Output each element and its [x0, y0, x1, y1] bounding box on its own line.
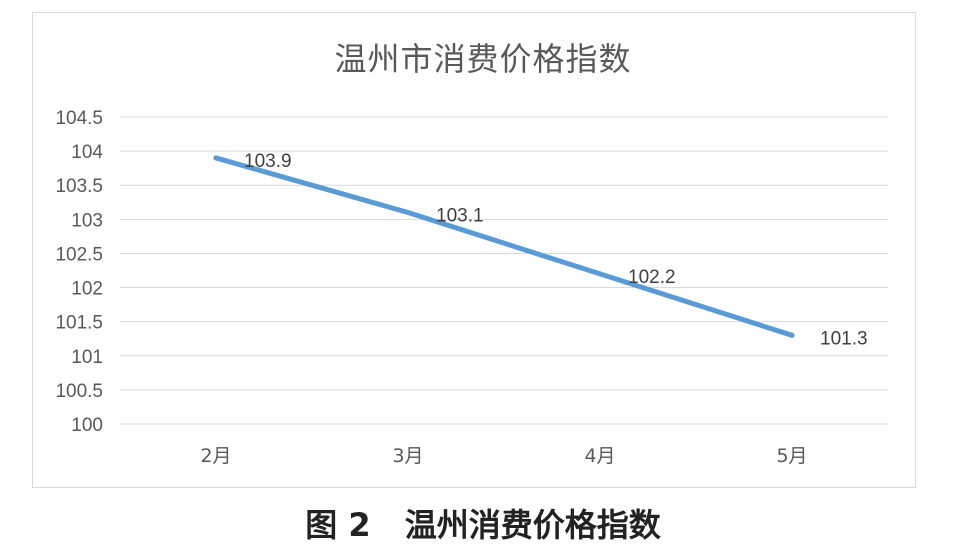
chart-frame — [32, 12, 916, 488]
data-label: 103.9 — [244, 151, 292, 172]
y-tick-label: 102 — [71, 279, 103, 300]
figure-caption: 图 2 温州消费价格指数 — [0, 500, 966, 546]
data-label: 102.2 — [628, 267, 676, 288]
chart-title: 温州市消费价格指数 — [334, 40, 632, 78]
line-chart: 100 100.5 101 101.5 102 102.5 103 103.5 104 104.5… — [55, 108, 888, 467]
x-tick-label: 3月 — [392, 445, 423, 467]
y-tick-label: 101.5 — [55, 313, 103, 334]
y-tick-label: 103.5 — [55, 176, 103, 197]
data-point — [405, 210, 411, 216]
y-tick-label: 100 — [71, 415, 103, 436]
data-point — [789, 332, 795, 338]
data-point — [597, 271, 603, 277]
y-tick-label: 100.5 — [55, 381, 103, 402]
figure-number: 图 2 — [305, 506, 371, 544]
data-label: 103.1 — [436, 206, 484, 227]
y-tick-label: 102.5 — [55, 244, 103, 265]
data-label: 101.3 — [820, 328, 868, 349]
y-tick-label: 101 — [71, 347, 103, 368]
x-tick-label: 4月 — [584, 445, 615, 467]
series-line — [213, 155, 795, 338]
y-tick-label: 104 — [71, 142, 103, 163]
figure-caption-text: 温州消费价格指数 — [404, 506, 661, 544]
x-tick-label: 5月 — [776, 445, 807, 467]
y-tick-label: 104.5 — [55, 108, 103, 129]
y-tick-label: 103 — [71, 210, 103, 231]
data-point — [213, 155, 219, 161]
x-tick-label: 2月 — [200, 445, 231, 467]
